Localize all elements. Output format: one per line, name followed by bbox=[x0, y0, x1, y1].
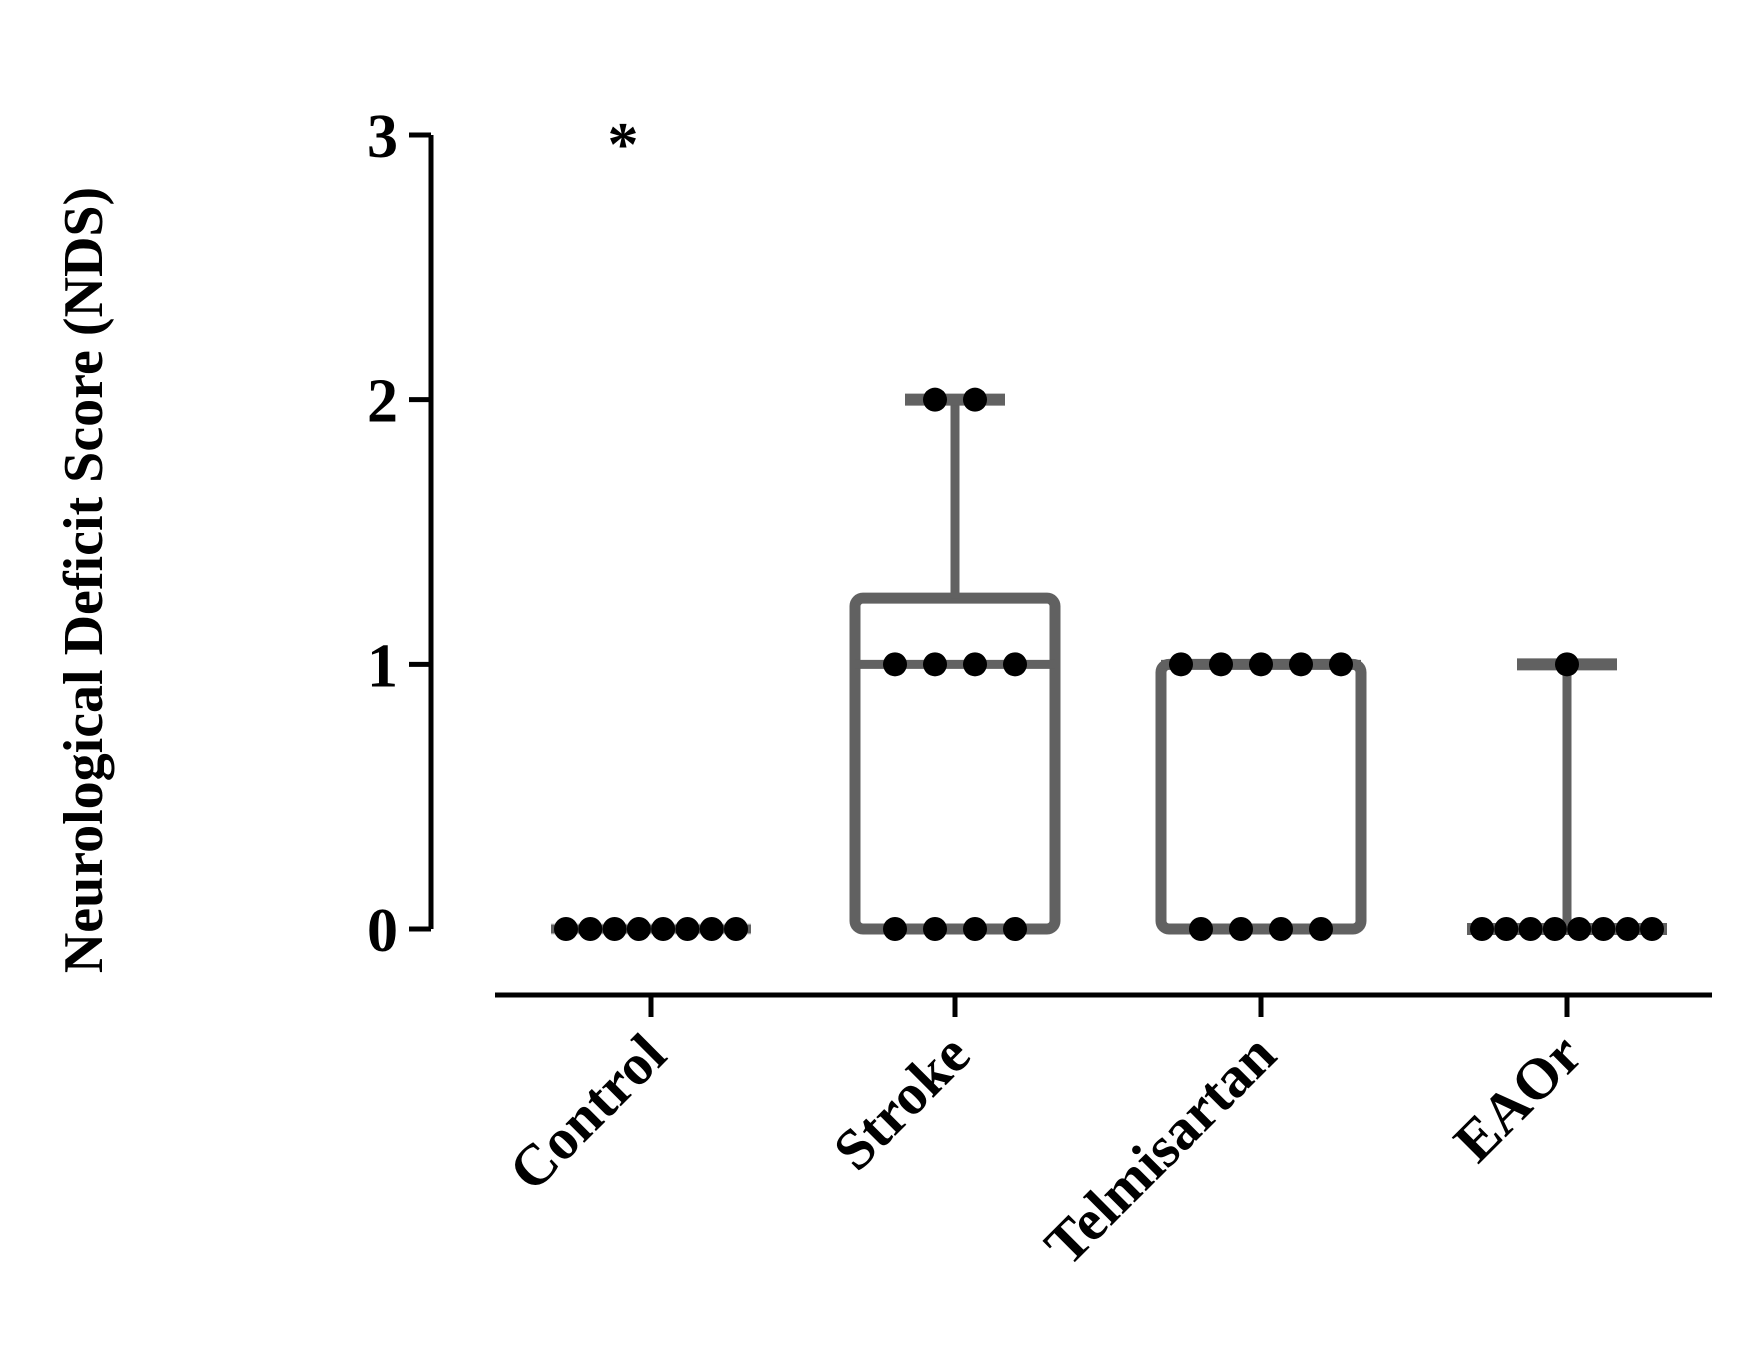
data-point-2-1 bbox=[1209, 652, 1233, 677]
annotations: * bbox=[608, 111, 639, 179]
y-tick-label-3: 3 bbox=[367, 103, 398, 171]
data-point-0-0 bbox=[554, 917, 578, 941]
box-rect-1 bbox=[849, 592, 1061, 935]
data-point-2-7 bbox=[1269, 917, 1293, 941]
significance-marker-0: * bbox=[608, 111, 639, 179]
data-points bbox=[554, 387, 1664, 941]
data-point-3-5 bbox=[1567, 917, 1592, 941]
data-point-0-1 bbox=[578, 917, 603, 941]
boxes bbox=[551, 393, 1667, 935]
data-point-1-6 bbox=[883, 917, 907, 941]
data-point-0-3 bbox=[626, 917, 651, 941]
x-tick-label-3: EAOr bbox=[1441, 1021, 1594, 1174]
data-point-1-3 bbox=[923, 652, 947, 677]
data-point-1-9 bbox=[1003, 917, 1027, 941]
data-point-2-4 bbox=[1329, 652, 1353, 677]
box-2 bbox=[1155, 658, 1367, 935]
data-point-3-4 bbox=[1542, 917, 1567, 941]
y-ticks: 0 1 2 3 bbox=[367, 103, 431, 965]
y-tick-label-2: 2 bbox=[367, 368, 398, 436]
x-ticks: Control Stroke Telmisartan EAOr bbox=[496, 995, 1594, 1278]
data-point-1-8 bbox=[963, 917, 987, 941]
data-point-0-6 bbox=[699, 917, 724, 941]
data-point-1-2 bbox=[883, 652, 907, 677]
y-tick-label-1: 1 bbox=[367, 632, 398, 700]
data-point-2-5 bbox=[1189, 917, 1213, 941]
data-point-1-1 bbox=[963, 387, 987, 412]
data-point-0-5 bbox=[675, 917, 700, 941]
x-tick-label-1: Stroke bbox=[821, 1021, 982, 1182]
data-point-1-7 bbox=[923, 917, 947, 941]
data-point-0-2 bbox=[602, 917, 627, 941]
data-point-2-2 bbox=[1249, 652, 1273, 677]
x-tick-label-0: Control bbox=[496, 1021, 678, 1203]
data-point-3-2 bbox=[1494, 917, 1519, 941]
data-point-2-0 bbox=[1169, 652, 1193, 677]
y-axis-label: Neurological Deficit Score (NDS) bbox=[53, 187, 115, 973]
box-3 bbox=[1467, 658, 1667, 935]
data-point-1-0 bbox=[923, 387, 947, 412]
data-point-0-7 bbox=[724, 917, 748, 941]
data-point-3-8 bbox=[1640, 917, 1664, 941]
data-point-2-3 bbox=[1289, 652, 1313, 677]
box-rect-2 bbox=[1155, 658, 1367, 935]
data-point-3-7 bbox=[1615, 917, 1640, 941]
y-tick-label-0: 0 bbox=[367, 897, 398, 965]
data-point-1-5 bbox=[1003, 652, 1027, 677]
data-point-1-4 bbox=[963, 652, 987, 677]
data-point-2-8 bbox=[1309, 917, 1333, 941]
data-point-3-6 bbox=[1591, 917, 1616, 941]
data-point-3-0 bbox=[1555, 652, 1579, 677]
data-point-3-1 bbox=[1470, 917, 1494, 941]
data-point-3-3 bbox=[1518, 917, 1543, 941]
data-point-0-4 bbox=[651, 917, 676, 941]
data-point-2-6 bbox=[1229, 917, 1253, 941]
x-tick-label-2: Telmisartan bbox=[1032, 1021, 1288, 1277]
